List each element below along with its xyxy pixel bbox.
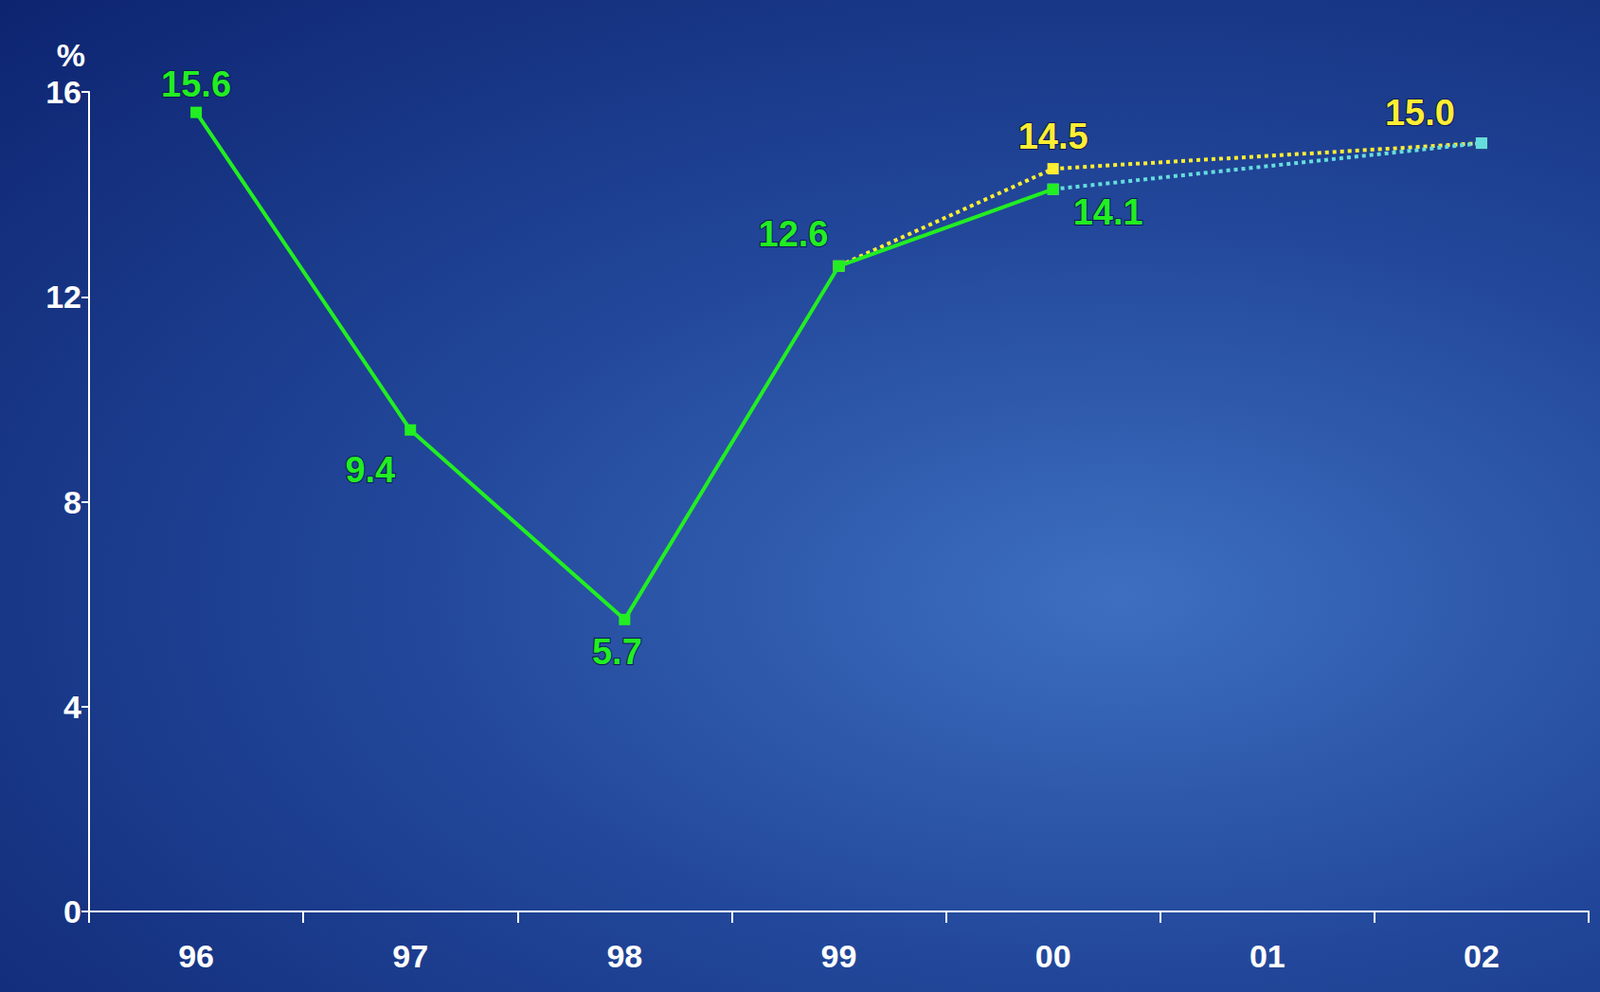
svg-text:14.5: 14.5	[1018, 116, 1089, 157]
svg-text:9.4: 9.4	[344, 449, 396, 490]
svg-text:%: %	[56, 36, 86, 73]
svg-text:14.1: 14.1	[1073, 192, 1144, 233]
svg-text:97: 97	[392, 937, 429, 974]
svg-text:98: 98	[606, 937, 643, 974]
svg-text:4: 4	[63, 688, 82, 725]
svg-text:96: 96	[178, 937, 215, 974]
svg-text:99: 99	[821, 937, 858, 974]
svg-text:8: 8	[63, 484, 82, 521]
svg-text:15.6: 15.6	[161, 64, 232, 105]
svg-text:12: 12	[45, 278, 82, 315]
svg-text:0: 0	[63, 893, 82, 930]
svg-text:00: 00	[1035, 937, 1072, 974]
svg-text:5.7: 5.7	[592, 631, 643, 672]
svg-text:16: 16	[45, 73, 82, 110]
svg-text:15.0: 15.0	[1384, 92, 1456, 133]
svg-text:02: 02	[1463, 937, 1500, 974]
svg-text:01: 01	[1249, 937, 1286, 974]
svg-text:12.6: 12.6	[758, 214, 829, 254]
